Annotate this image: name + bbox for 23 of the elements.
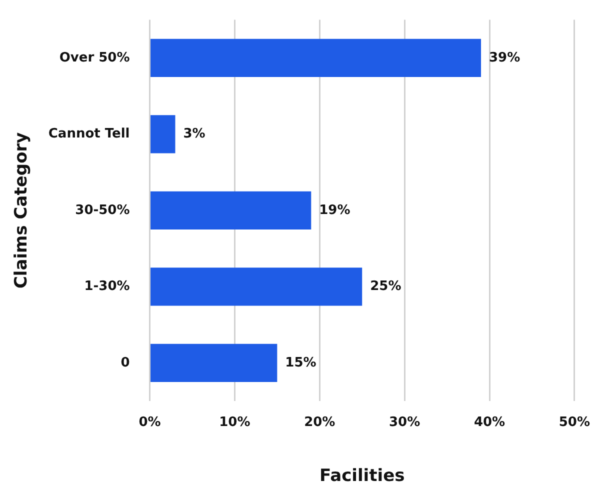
data-label: 19% [319,202,350,218]
data-label: 25% [370,279,402,294]
y-tick-label: Over 50% [59,50,130,66]
x-tick-label: 10% [219,415,250,430]
data-label: 15% [285,355,316,370]
data-label: 39% [489,50,520,66]
bar [150,191,312,230]
y-axis-title: Claims Category [12,132,32,289]
x-tick-label: 30% [389,415,420,430]
bar [150,38,482,77]
y-tick-label: 1-30% [84,279,130,294]
x-tick-label: 20% [304,415,336,430]
bar [150,268,362,306]
y-tick-label: 30-50% [75,202,130,218]
data-label: 3% [183,126,206,142]
x-tick-label: 0% [138,415,161,430]
x-tick-label: 40% [474,415,506,430]
bar [150,344,278,382]
x-tick-label: 50% [558,415,590,430]
x-axis-title: Facilities [319,466,405,486]
bar [150,115,176,154]
y-tick-label: 0 [120,355,130,370]
y-tick-label: Cannot Tell [48,126,130,142]
